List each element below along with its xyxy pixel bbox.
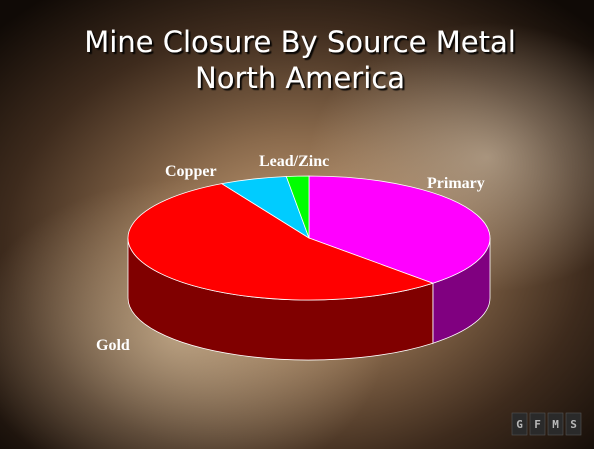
logo-letter: F [534, 418, 541, 431]
slice-label: Primary [427, 175, 485, 192]
logo-letter: S [570, 418, 577, 431]
logo-box [547, 412, 564, 436]
logo-letter: G [516, 418, 523, 431]
slice-label: Copper [165, 163, 217, 180]
slice-label: Lead/Zinc [259, 153, 329, 170]
logo-letter: M [552, 418, 559, 431]
pie: Primary Gold Copper Lead/Zinc [96, 153, 491, 361]
chart-subtitle: North America [195, 61, 405, 95]
slice [127, 183, 435, 301]
slice-label: Gold [96, 337, 130, 354]
slice [285, 175, 310, 239]
logo-box [565, 412, 582, 436]
slice [308, 175, 491, 284]
chart-title: Mine Closure By Source Metal [84, 25, 516, 59]
logo-box [529, 412, 546, 436]
logo-box [511, 412, 528, 436]
